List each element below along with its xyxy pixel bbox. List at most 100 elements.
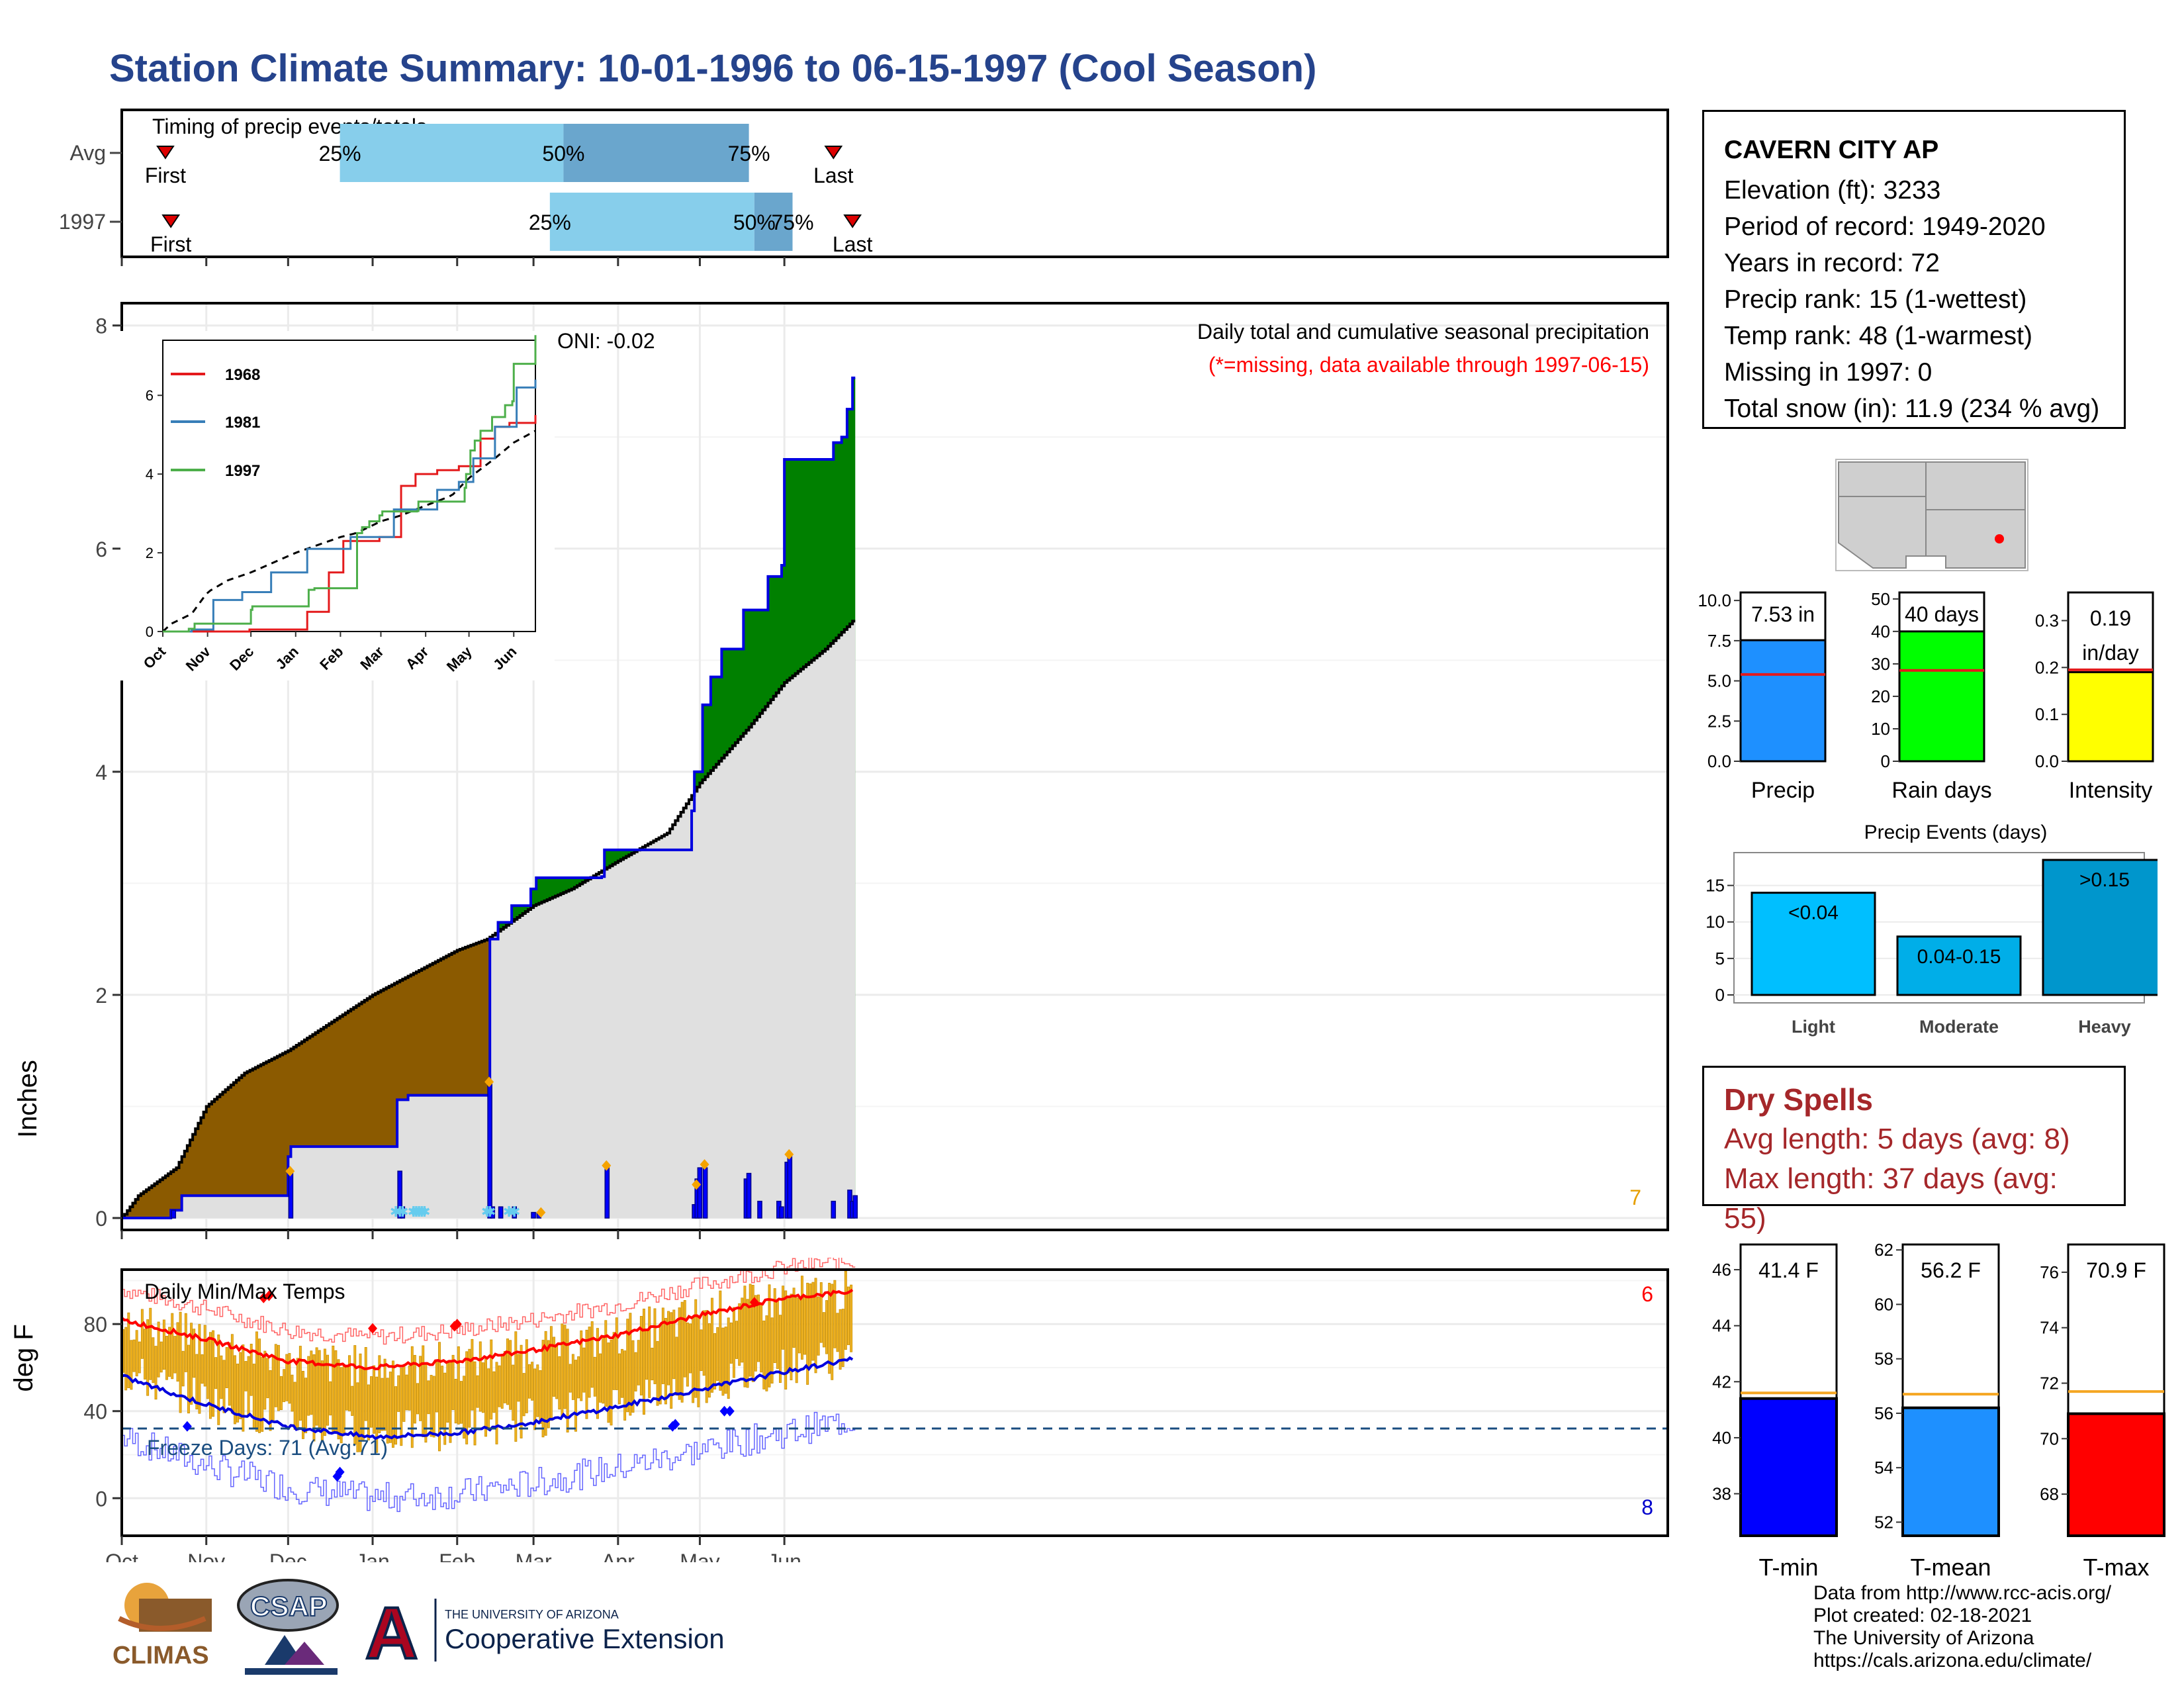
timing-pct-label: 25% bbox=[319, 142, 361, 165]
daily-temp-bar bbox=[293, 1382, 296, 1430]
daily-temp-bar bbox=[381, 1378, 384, 1431]
station-info-panel: CAVERN CITY AP Elevation (ft): 3233 Peri… bbox=[1702, 110, 2126, 429]
daily-temp-bar bbox=[639, 1315, 643, 1395]
daily-temp-bar bbox=[149, 1307, 152, 1380]
events-ytick-label: 5 bbox=[1715, 949, 1725, 968]
daily-temp-bar bbox=[749, 1284, 752, 1377]
daily-temp-bar bbox=[432, 1376, 435, 1438]
temp-ytick-label: 80 bbox=[83, 1313, 107, 1336]
daily-temp-bar bbox=[833, 1280, 837, 1348]
daily-temp-bar bbox=[539, 1370, 542, 1425]
daily-temp-bar bbox=[173, 1336, 177, 1374]
inset-ytick-label: 2 bbox=[146, 545, 154, 561]
daily-temp-bar bbox=[168, 1327, 171, 1377]
daily-temp-bar bbox=[648, 1306, 651, 1398]
record-low-marker bbox=[670, 1419, 680, 1430]
daily-temp-bar bbox=[800, 1276, 803, 1360]
station-line: Elevation (ft): 3233 bbox=[1724, 176, 1941, 205]
daily-temp-bar bbox=[449, 1360, 452, 1443]
summary-bars: 0.0 2.5 5.0 7.5 10.0 7.53 in Precip 0 10 20 30 40 50… bbox=[1698, 589, 2154, 803]
snow-marker: ✱ bbox=[390, 1203, 402, 1220]
logo-strip: CLIMAS CSAP A THE UNIVERSITY OF ARIZONA … bbox=[113, 1579, 725, 1675]
daily-temp-bar bbox=[599, 1353, 602, 1403]
snow-marker: ✱ bbox=[416, 1203, 428, 1220]
daily-temp-bar bbox=[473, 1361, 477, 1446]
summary-ytick-label: 0.3 bbox=[2035, 611, 2059, 631]
daily-temp-bar bbox=[383, 1358, 387, 1431]
daily-temp-bar bbox=[705, 1310, 708, 1403]
observed-cumulative-line bbox=[122, 376, 856, 1219]
daily-temp-bar bbox=[615, 1317, 618, 1390]
daily-temp-bar bbox=[680, 1301, 684, 1403]
record-high-marker bbox=[452, 1319, 462, 1330]
daily-temp-bar bbox=[844, 1270, 847, 1350]
record-low-marker bbox=[332, 1471, 342, 1482]
daily-temp-bar bbox=[643, 1308, 645, 1415]
daily-temp-bar bbox=[773, 1288, 776, 1364]
temp-summary-ytick-label: 56 bbox=[1874, 1403, 1893, 1423]
timing-row-label: Avg bbox=[69, 141, 106, 165]
daily-temp-bar bbox=[549, 1326, 553, 1421]
daily-temp-bar bbox=[637, 1340, 640, 1385]
dry-spells-panel: Dry Spells Avg length: 5 days (avg: 8) M… bbox=[1702, 1066, 2126, 1235]
daily-temp-bar bbox=[571, 1354, 574, 1400]
daily-temp-bar bbox=[370, 1376, 373, 1428]
daily-temp-bar bbox=[195, 1354, 199, 1410]
daily-temp-bar bbox=[244, 1361, 248, 1391]
temp-summary-value-label: 70.9 F bbox=[2086, 1258, 2146, 1282]
daily-temp-bar bbox=[495, 1362, 498, 1444]
snow-marker: ✱ bbox=[413, 1203, 425, 1220]
daily-temp-bar bbox=[817, 1296, 820, 1356]
snow-marker: ✱ bbox=[508, 1203, 520, 1220]
daily-temp-bar bbox=[607, 1342, 610, 1423]
daily-temp-bar bbox=[527, 1364, 531, 1399]
daily-temp-bar bbox=[500, 1355, 504, 1409]
daily-precip-bar bbox=[487, 1084, 492, 1219]
daily-temp-bar bbox=[302, 1370, 304, 1439]
daily-temp-bar bbox=[732, 1307, 735, 1378]
daily-temp-bar bbox=[825, 1300, 828, 1354]
precip-events-chart: Precip Events (days) 0 5 10 15 <0.04 Light 0.04… bbox=[1706, 821, 2158, 1037]
snow-marker: ✱ bbox=[396, 1203, 408, 1220]
summary-ytick-label: 20 bbox=[1871, 686, 1890, 706]
temp-summary-ytick-label: 72 bbox=[2040, 1374, 2059, 1393]
daily-temp-bar bbox=[312, 1354, 316, 1442]
heavy-event-marker bbox=[602, 1160, 612, 1171]
csap-logo: CSAP bbox=[237, 1579, 339, 1675]
daily-temp-bar bbox=[741, 1297, 744, 1363]
daily-temp-bar bbox=[171, 1313, 174, 1380]
daily-temp-bar bbox=[512, 1364, 515, 1421]
daily-temp-bar bbox=[463, 1376, 466, 1439]
daily-temp-bar bbox=[208, 1332, 212, 1419]
daily-temp-bar bbox=[320, 1360, 324, 1440]
daily-precip-bar bbox=[779, 1206, 784, 1219]
month-tick-label: Jan bbox=[355, 1550, 390, 1562]
event-category-label: Heavy bbox=[2078, 1017, 2131, 1037]
daily-temp-bar bbox=[790, 1293, 793, 1381]
daily-temp-bar bbox=[828, 1282, 831, 1374]
daily-precip-bar bbox=[490, 1206, 496, 1219]
daily-temp-bar bbox=[271, 1356, 275, 1422]
daily-temp-bar bbox=[274, 1344, 277, 1407]
daily-temp-bar bbox=[386, 1378, 389, 1444]
legend-1968: 1968 bbox=[225, 366, 260, 384]
inset-ytick-label: 0 bbox=[146, 624, 154, 640]
daily-temp-bar bbox=[258, 1338, 261, 1433]
daily-temp-bar bbox=[364, 1347, 367, 1421]
temp-summary-ytick-label: 46 bbox=[1712, 1260, 1731, 1280]
daily-temp-bar bbox=[468, 1348, 471, 1428]
daily-temp-bar bbox=[388, 1372, 392, 1443]
daily-temp-bar bbox=[653, 1308, 657, 1384]
daily-temp-bar bbox=[517, 1354, 520, 1402]
daily-precip-bar bbox=[171, 1209, 177, 1219]
first-marker bbox=[156, 146, 175, 160]
daily-temp-bar bbox=[792, 1288, 796, 1348]
daily-temp-bar bbox=[413, 1354, 416, 1424]
daily-temp-bar bbox=[484, 1358, 487, 1437]
daily-temp-bar bbox=[779, 1315, 782, 1383]
dry-avg-length: Avg length: 5 days (avg: 8) bbox=[1724, 1123, 2070, 1155]
daily-temp-bar bbox=[298, 1346, 302, 1421]
daily-temp-bar bbox=[716, 1327, 719, 1382]
daily-temp-bar bbox=[765, 1315, 768, 1391]
daily-temp-bar bbox=[492, 1371, 496, 1413]
